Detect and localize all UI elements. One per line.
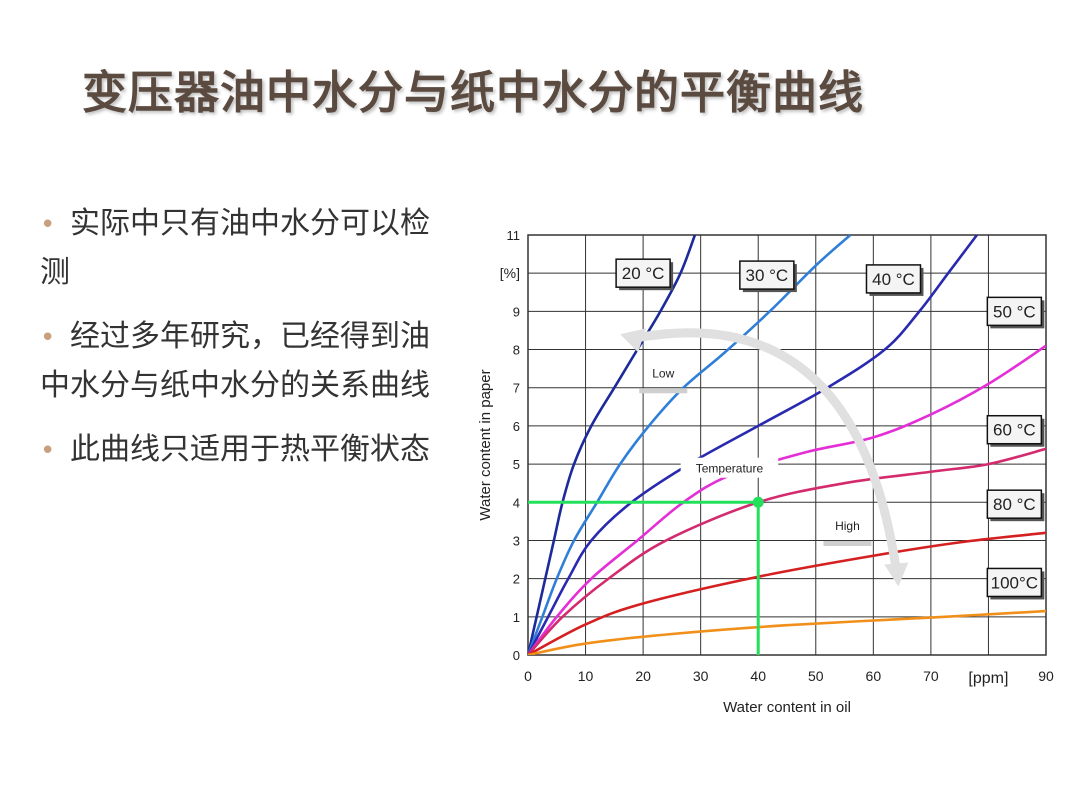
x-tick-label: 0 [524,668,532,684]
x-tick-label: 70 [923,668,939,684]
bullet-list: • 实际中只有油中水分可以检测 • 经过多年研究，已经得到油中水分与纸中水分的关系曲… [40,200,450,491]
bullet-dot-icon: • [40,323,56,353]
series-label: 50 °C [993,302,1036,321]
series-label-box [986,296,1043,327]
series-label: 100°C [991,573,1038,592]
bullet-item: • 经过多年研究，已经得到油中水分与纸中水分的关系曲线 [40,313,450,410]
bullet-dot-icon: • [40,210,56,240]
series-label: 20 °C [622,264,665,283]
series-label-box [615,258,671,288]
equilibrium-chart: 0 1 2 3 4 5 6 7 8 9 11 [%] 0 10 20 30 40 50 60 70 90 [ppm] Wat… [477,228,1054,716]
series-line-30c [528,235,852,655]
x-tick-label: 50 [808,668,824,684]
series-line-40c [528,235,978,655]
x-tick-label: 20 [635,668,651,684]
x-tick-label: 90 [1038,668,1054,684]
y-tick-label: 6 [513,419,520,434]
x-tick-label: 60 [866,668,882,684]
highlight-point [752,496,764,508]
slide-title: 变压器油中水分与纸中水分的平衡曲线 [82,66,865,119]
x-unit-label: [ppm] [968,670,1008,687]
bullet-text: 经过多年研究，已经得到油中水分与纸中水分的关系曲线 [40,319,430,403]
series-label: 30 °C [745,266,788,285]
annotation-temperature-bg [680,457,779,478]
y-tick-label: 8 [513,343,520,358]
y-tick-label: 7 [513,381,520,396]
arrow-head-low-icon [620,328,647,353]
annotation-temperature: Temperature [696,462,764,476]
bullet-dot-icon: • [40,436,56,466]
series-label: 80 °C [993,495,1036,514]
bullet-text: 实际中只有油中水分可以检测 [40,206,430,290]
y-tick-label: 5 [513,457,520,472]
x-axis-title: Water content in oil [723,699,851,716]
annotation-high-underline [823,541,872,546]
series-line-20c [528,235,697,655]
series-label: 40 °C [872,270,915,289]
series-line-80c [528,531,1046,655]
arrow-head-high-icon [884,562,909,587]
y-axis-title: Water content in paper [477,369,494,520]
series-label-box [986,567,1043,598]
temperature-arrow [629,328,901,575]
y-tick-label: 3 [513,533,520,548]
x-tick-label: 40 [750,668,766,684]
annotation-high-bg [825,515,870,535]
series-label-box [739,260,795,290]
y-tick-label: 2 [513,572,520,587]
series-label-box [865,264,922,294]
chart-container: 0 1 2 3 4 5 6 7 8 9 11 [%] 0 10 20 30 40 50 60 70 90 [ppm] Wat… [460,215,1060,725]
series-label-box [986,414,1043,445]
y-tick-label: 9 [513,304,520,319]
x-tick-label: 10 [578,668,594,684]
series-label-box [986,489,1043,519]
annotation-low-underline [639,388,688,394]
annotation-low-bg [644,362,682,383]
bullet-item: • 此曲线只适用于热平衡状态 [40,426,450,475]
y-tick-label: 4 [513,495,520,510]
plot-area [527,234,1047,656]
y-tick-label: 1 [513,610,520,625]
annotation-high: High [835,519,860,533]
series-label: 60 °C [993,421,1036,440]
y-unit-label: [%] [500,265,520,281]
bullet-text: 此曲线只适用于热平衡状态 [70,432,430,467]
y-tick-label: 11 [507,228,521,243]
annotation-low: Low [652,366,674,380]
x-tick-label: 30 [693,668,709,684]
y-tick-label: 0 [513,648,520,663]
bullet-item: • 实际中只有油中水分可以检测 [40,200,450,297]
